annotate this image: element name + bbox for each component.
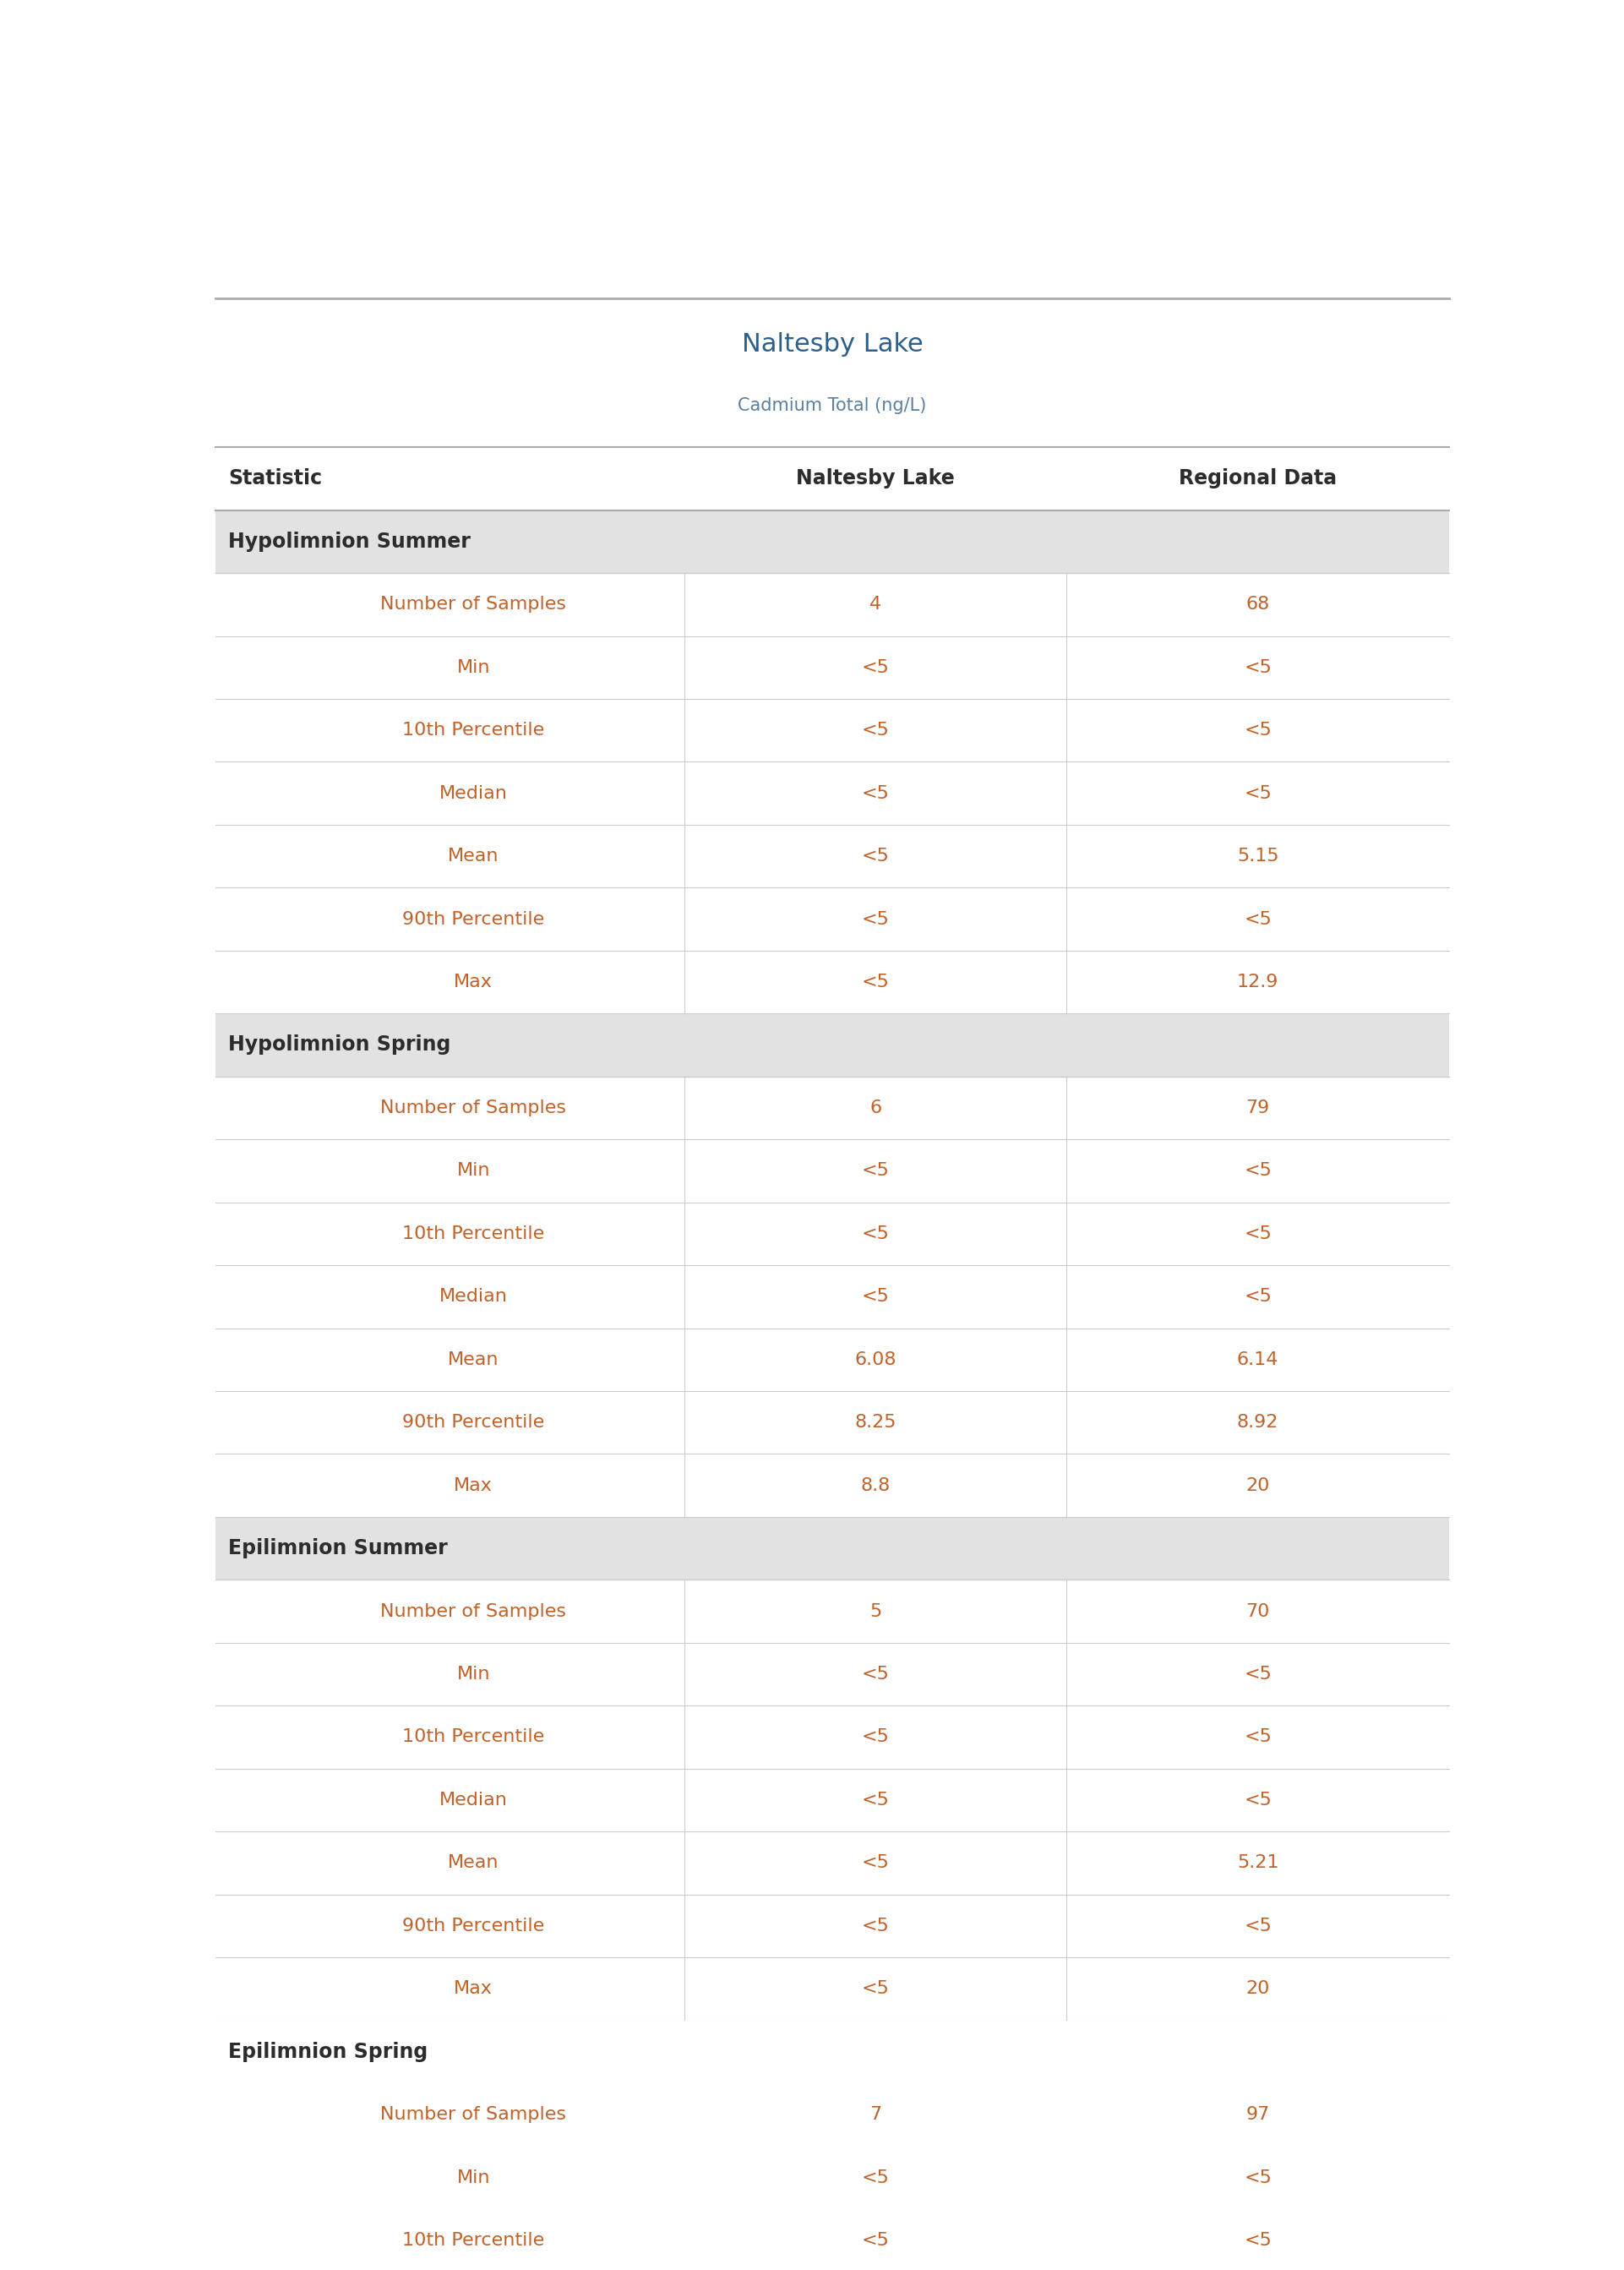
Text: Median: Median (438, 1791, 508, 1809)
Text: <5: <5 (862, 974, 890, 990)
Text: <5: <5 (1244, 1162, 1272, 1180)
Text: 6.14: 6.14 (1237, 1351, 1278, 1369)
Text: Hypolimnion Spring: Hypolimnion Spring (227, 1035, 451, 1056)
Text: <5: <5 (862, 722, 890, 738)
Text: 68: 68 (1246, 597, 1270, 613)
Text: <5: <5 (862, 1730, 890, 1746)
Text: 5: 5 (869, 1603, 882, 1621)
Text: Number of Samples: Number of Samples (380, 597, 567, 613)
Text: <5: <5 (1244, 1730, 1272, 1746)
Text: <5: <5 (1244, 2170, 1272, 2186)
Text: 8.25: 8.25 (854, 1414, 896, 1430)
Text: 10th Percentile: 10th Percentile (403, 2231, 544, 2250)
Text: <5: <5 (1244, 1666, 1272, 1682)
Text: <5: <5 (862, 2231, 890, 2250)
Text: Min: Min (456, 1666, 490, 1682)
Text: <5: <5 (1244, 1791, 1272, 1809)
Text: Mean: Mean (448, 1855, 499, 1870)
Text: 5.21: 5.21 (1237, 1855, 1278, 1870)
Bar (216, 1012, 1449, 1076)
Text: Min: Min (456, 658, 490, 676)
Text: 20: 20 (1246, 1979, 1270, 1998)
Text: <5: <5 (1244, 658, 1272, 676)
Text: 90th Percentile: 90th Percentile (403, 1414, 544, 1430)
Text: 12.9: 12.9 (1237, 974, 1278, 990)
Text: Naltesby Lake: Naltesby Lake (796, 468, 955, 488)
Text: 8.92: 8.92 (1237, 1414, 1278, 1430)
Bar (216, 511, 1449, 572)
Text: <5: <5 (862, 1666, 890, 1682)
Text: Max: Max (455, 974, 492, 990)
Text: <5: <5 (862, 1979, 890, 1998)
Text: 6.08: 6.08 (854, 1351, 896, 1369)
Text: 97: 97 (1246, 2107, 1270, 2122)
Text: <5: <5 (862, 1918, 890, 1934)
Text: Regional Data: Regional Data (1179, 468, 1337, 488)
Text: 79: 79 (1246, 1099, 1270, 1117)
Text: Number of Samples: Number of Samples (380, 2107, 567, 2122)
Bar (216, 1516, 1449, 1580)
Text: Epilimnion Summer: Epilimnion Summer (227, 1539, 448, 1559)
Text: <5: <5 (1244, 785, 1272, 801)
Text: <5: <5 (862, 658, 890, 676)
Text: 10th Percentile: 10th Percentile (403, 1226, 544, 1242)
Text: Median: Median (438, 1287, 508, 1305)
Text: 6: 6 (869, 1099, 882, 1117)
Text: <5: <5 (1244, 910, 1272, 928)
Text: Mean: Mean (448, 847, 499, 865)
Text: Median: Median (438, 785, 508, 801)
Text: 4: 4 (869, 597, 882, 613)
Text: 10th Percentile: 10th Percentile (403, 1730, 544, 1746)
Text: Number of Samples: Number of Samples (380, 1099, 567, 1117)
Text: <5: <5 (862, 1287, 890, 1305)
Text: Naltesby Lake: Naltesby Lake (742, 331, 922, 356)
Text: <5: <5 (1244, 2231, 1272, 2250)
Text: <5: <5 (862, 847, 890, 865)
Bar (216, 2020, 1449, 2084)
Text: 10th Percentile: 10th Percentile (403, 722, 544, 738)
Text: Max: Max (455, 1478, 492, 1494)
Text: 70: 70 (1246, 1603, 1270, 1621)
Text: Hypolimnion Summer: Hypolimnion Summer (227, 531, 471, 552)
Text: Min: Min (456, 1162, 490, 1180)
Text: Min: Min (456, 2170, 490, 2186)
Text: 90th Percentile: 90th Percentile (403, 1918, 544, 1934)
Text: <5: <5 (862, 910, 890, 928)
Text: <5: <5 (1244, 1226, 1272, 1242)
Text: 5.15: 5.15 (1237, 847, 1278, 865)
Text: Epilimnion Spring: Epilimnion Spring (227, 2041, 427, 2061)
Text: <5: <5 (862, 1226, 890, 1242)
Text: Mean: Mean (448, 1351, 499, 1369)
Text: <5: <5 (1244, 1287, 1272, 1305)
Text: 8.8: 8.8 (861, 1478, 890, 1494)
Text: <5: <5 (862, 1855, 890, 1870)
Text: <5: <5 (862, 2170, 890, 2186)
Text: Statistic: Statistic (227, 468, 322, 488)
Text: <5: <5 (862, 1791, 890, 1809)
Text: 20: 20 (1246, 1478, 1270, 1494)
Text: <5: <5 (862, 1162, 890, 1180)
Text: Max: Max (455, 1979, 492, 1998)
Text: 90th Percentile: 90th Percentile (403, 910, 544, 928)
Text: Cadmium Total (ng/L): Cadmium Total (ng/L) (737, 397, 927, 413)
Text: Number of Samples: Number of Samples (380, 1603, 567, 1621)
Text: <5: <5 (1244, 722, 1272, 738)
Text: <5: <5 (1244, 1918, 1272, 1934)
Text: <5: <5 (862, 785, 890, 801)
Text: 7: 7 (869, 2107, 882, 2122)
